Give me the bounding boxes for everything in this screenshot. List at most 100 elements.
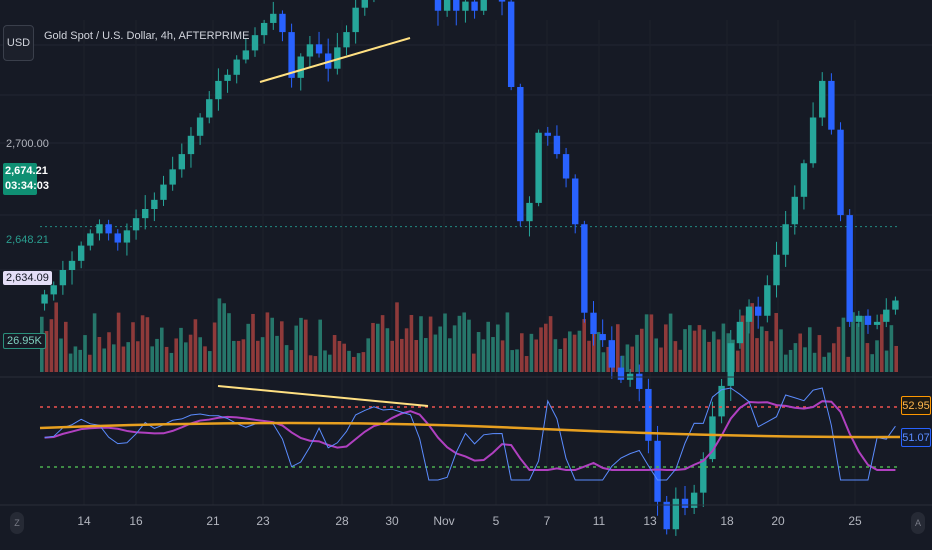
volume-bar [548, 316, 553, 372]
candle-body [727, 343, 734, 386]
volume-bar [745, 315, 750, 372]
candle-body [169, 169, 176, 185]
volume-bar [313, 356, 318, 372]
x-axis-label: 16 [129, 514, 143, 528]
x-axis-label: 13 [643, 514, 657, 528]
candle-body [553, 135, 561, 155]
volume-bar [232, 340, 236, 372]
osc-baseline [39, 421, 901, 439]
volume-bar [328, 354, 332, 372]
current-price-badge: 2,674.21 03:34:03 [3, 163, 50, 195]
volume-bar [515, 349, 519, 372]
x-axis-label: 5 [492, 514, 500, 528]
volume-bar [635, 334, 639, 372]
candle-body [160, 184, 167, 200]
candle-body [151, 199, 158, 209]
volume-bar [236, 340, 241, 372]
volume-bar [212, 322, 217, 372]
volume-bar [803, 347, 807, 372]
candle-body [754, 306, 762, 316]
candle-body [764, 285, 771, 316]
volume-bar [414, 340, 418, 372]
volume-bar [428, 316, 433, 372]
volume-bar [299, 317, 303, 372]
volume-bar [241, 339, 246, 372]
candle-body [105, 224, 112, 234]
candle-body [892, 300, 899, 310]
auto-scale-button[interactable]: A [911, 512, 925, 534]
volume-bar [78, 349, 82, 372]
volume-bar [88, 354, 92, 372]
candle-body [87, 233, 94, 246]
candle-body [178, 154, 186, 170]
volume-bar [419, 316, 423, 372]
volume-bar [712, 331, 716, 372]
volume-bar [376, 323, 380, 372]
volume-bar [342, 343, 346, 372]
volume-bar [616, 324, 620, 372]
candle-body [581, 224, 588, 313]
volume-bar [366, 338, 370, 372]
volume-bar [894, 345, 898, 372]
x-axis-label: 11 [592, 514, 606, 528]
volume-bar [121, 346, 126, 372]
volume-bar [49, 319, 54, 372]
volume-bar [136, 341, 140, 372]
volume-bar [59, 338, 63, 372]
volume-bar [140, 315, 145, 372]
candle-body [498, 0, 506, 2]
volume-bar [678, 349, 682, 372]
candle-body [187, 135, 195, 155]
volume-bar [112, 344, 116, 372]
volume-bar [870, 354, 874, 372]
volume-bar [529, 333, 534, 372]
volume-bar [505, 312, 510, 372]
volume-bar [856, 323, 860, 372]
candle-body [507, 1, 515, 88]
volume-bar [448, 338, 452, 372]
volume-bar [500, 340, 505, 372]
volume-bar [107, 332, 111, 372]
candle-body [142, 209, 149, 219]
volume-bar [750, 303, 754, 372]
volume-bar [836, 326, 841, 372]
candle-body [132, 218, 140, 231]
volume-bar [760, 326, 764, 372]
volume-bar [73, 346, 78, 372]
volume-bar [222, 303, 226, 372]
volume-bar [361, 352, 366, 372]
candle-body [846, 215, 853, 322]
volume-bar [308, 355, 313, 372]
candle-body [453, 0, 460, 11]
currency-button[interactable]: USD [3, 25, 34, 61]
candle-body [315, 44, 323, 54]
candle-body [270, 13, 277, 23]
zoom-left-button[interactable]: Z [10, 512, 24, 534]
volume-bar [808, 327, 812, 372]
x-axis-label: 21 [206, 514, 220, 528]
candle-body [279, 13, 286, 33]
candle-body [736, 321, 744, 344]
level-price-label: 2,648.21 [6, 234, 49, 246]
volume-bar [764, 331, 769, 372]
volume-bar [270, 317, 274, 372]
candle-body [68, 260, 76, 270]
volume-bar [184, 342, 188, 372]
volume-bar [572, 334, 577, 372]
volume-bar [524, 356, 529, 372]
volume-bar [563, 338, 567, 372]
volume-bar [457, 315, 462, 372]
candle-body [608, 340, 616, 368]
volume-bar [558, 348, 562, 372]
osc-line [44, 387, 896, 481]
volume-bar [496, 324, 500, 372]
volume-bar [476, 332, 481, 372]
candle-body [745, 306, 753, 322]
candle-body [526, 202, 533, 222]
bar-countdown-label: 03:34:03 [5, 180, 50, 192]
volume-bar [164, 346, 169, 372]
volume-bar [318, 319, 322, 372]
volume-bar [875, 340, 879, 372]
volume-bar [102, 348, 106, 372]
